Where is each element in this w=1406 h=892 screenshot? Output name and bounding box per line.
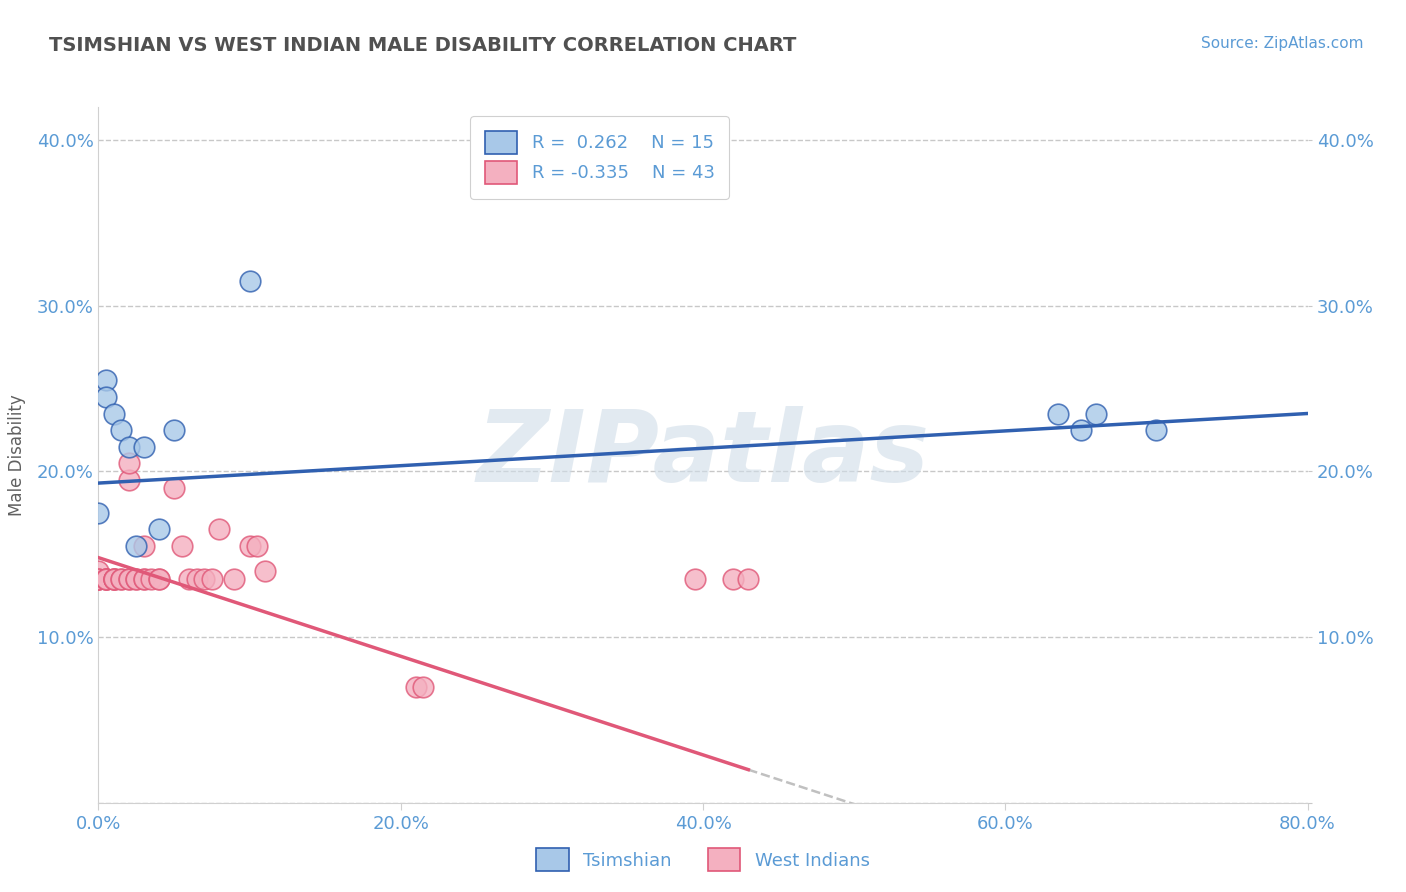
Point bbox=[103, 572, 125, 586]
Point bbox=[132, 572, 155, 586]
Point bbox=[208, 523, 231, 537]
Point bbox=[94, 390, 117, 404]
Point bbox=[94, 572, 117, 586]
Point bbox=[87, 506, 110, 520]
Point bbox=[87, 564, 110, 578]
Point bbox=[224, 572, 246, 586]
Point bbox=[685, 572, 707, 586]
Point bbox=[1085, 407, 1108, 421]
Point bbox=[141, 572, 163, 586]
Point bbox=[94, 572, 117, 586]
Point bbox=[118, 440, 141, 454]
Point bbox=[723, 572, 745, 586]
Point bbox=[246, 539, 269, 553]
Point bbox=[170, 539, 193, 553]
Point bbox=[412, 680, 434, 694]
Point bbox=[132, 572, 155, 586]
Point bbox=[1070, 423, 1092, 437]
Point bbox=[87, 572, 110, 586]
Text: TSIMSHIAN VS WEST INDIAN MALE DISABILITY CORRELATION CHART: TSIMSHIAN VS WEST INDIAN MALE DISABILITY… bbox=[49, 36, 797, 54]
Point bbox=[125, 572, 148, 586]
Point bbox=[110, 423, 132, 437]
Point bbox=[94, 572, 117, 586]
Text: ZIPatlas: ZIPatlas bbox=[477, 407, 929, 503]
Point bbox=[103, 572, 125, 586]
Point bbox=[118, 473, 141, 487]
Point bbox=[405, 680, 427, 694]
Point bbox=[103, 407, 125, 421]
Point bbox=[179, 572, 201, 586]
Point bbox=[118, 572, 141, 586]
Point bbox=[103, 572, 125, 586]
Point bbox=[87, 572, 110, 586]
Point bbox=[94, 373, 117, 387]
Point bbox=[87, 572, 110, 586]
Point bbox=[118, 456, 141, 470]
Point bbox=[201, 572, 224, 586]
Point bbox=[253, 564, 276, 578]
Point bbox=[132, 440, 155, 454]
Legend: R =  0.262    N = 15, R = -0.335    N = 43: R = 0.262 N = 15, R = -0.335 N = 43 bbox=[470, 116, 730, 199]
Point bbox=[110, 572, 132, 586]
Point bbox=[148, 572, 170, 586]
Point bbox=[1047, 407, 1070, 421]
Point bbox=[186, 572, 208, 586]
Point bbox=[163, 423, 186, 437]
Point bbox=[239, 539, 262, 553]
Point bbox=[239, 274, 262, 288]
Point bbox=[118, 572, 141, 586]
Point bbox=[132, 539, 155, 553]
Point bbox=[148, 572, 170, 586]
Text: Source: ZipAtlas.com: Source: ZipAtlas.com bbox=[1201, 36, 1364, 51]
Point bbox=[125, 539, 148, 553]
Point bbox=[163, 481, 186, 495]
Point bbox=[148, 523, 170, 537]
Point bbox=[110, 572, 132, 586]
Point bbox=[94, 572, 117, 586]
Y-axis label: Male Disability: Male Disability bbox=[7, 394, 25, 516]
Point bbox=[193, 572, 215, 586]
Point bbox=[737, 572, 759, 586]
Point bbox=[87, 572, 110, 586]
Point bbox=[1144, 423, 1167, 437]
Point bbox=[125, 572, 148, 586]
Point bbox=[103, 572, 125, 586]
Legend: Tsimshian, West Indians: Tsimshian, West Indians bbox=[529, 841, 877, 879]
